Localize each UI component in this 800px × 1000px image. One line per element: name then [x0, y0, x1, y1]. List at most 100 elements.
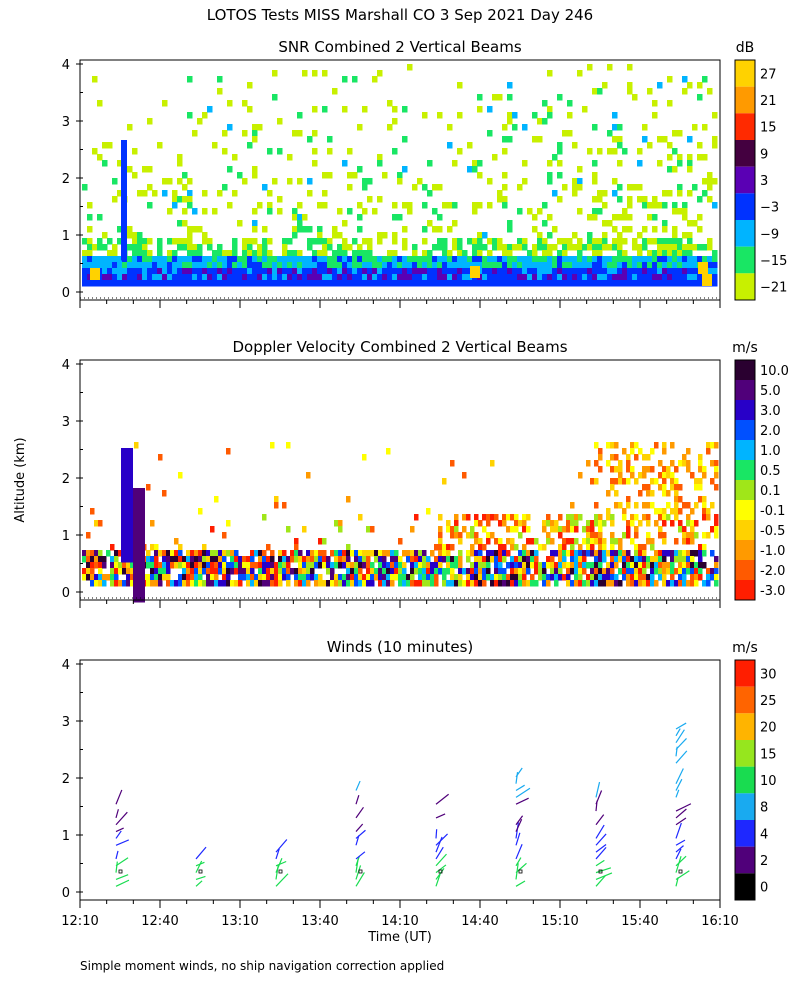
velocity-cell	[522, 556, 527, 563]
velocity-cell	[478, 550, 483, 557]
velocity-cell	[334, 580, 339, 587]
velocity-cell	[158, 574, 163, 581]
velocity-cell	[442, 550, 447, 557]
velocity-cell	[554, 562, 559, 569]
snr-cell	[142, 256, 148, 263]
velocity-cell	[446, 550, 451, 557]
velocity-cell	[254, 580, 259, 587]
snr-cell	[247, 274, 253, 281]
snr-cell	[522, 124, 528, 131]
snr-cell	[552, 154, 558, 161]
velocity-cell	[182, 580, 187, 587]
velocity-cell	[562, 544, 567, 551]
velocity-cell	[618, 472, 623, 479]
snr-cell	[437, 268, 443, 275]
velocity-cell	[574, 574, 579, 581]
velocity-cell	[158, 580, 163, 587]
velocity-cell	[678, 496, 683, 503]
snr-cell	[317, 238, 323, 245]
snr-cell	[112, 244, 118, 251]
velocity-cell	[166, 568, 171, 575]
velocity-cell	[614, 556, 619, 563]
snr-cell	[402, 136, 408, 143]
velocity-cell	[678, 562, 683, 569]
velocity-cell	[226, 550, 231, 557]
velocity-cell	[222, 556, 227, 563]
snr-cell	[127, 268, 133, 275]
velocity-cell	[546, 574, 551, 581]
velocity-cell	[482, 556, 487, 563]
velocity-cell	[426, 556, 431, 563]
velocity-cell	[214, 496, 219, 503]
snr-cell	[407, 268, 413, 275]
snr-cell	[392, 238, 398, 245]
snr-cell	[167, 238, 173, 245]
snr-cell	[332, 274, 338, 281]
velocity-cell	[346, 574, 351, 581]
snr-cell	[87, 244, 93, 251]
velocity-cell	[162, 574, 167, 581]
wind-barbs	[115, 722, 692, 887]
snr-cell	[432, 244, 438, 251]
velocity-cell	[642, 472, 647, 479]
velocity-cell	[714, 472, 719, 479]
snr-cell	[447, 124, 453, 131]
velocity-cell	[602, 538, 607, 545]
snr-cell	[577, 208, 583, 215]
snr-cell	[162, 274, 168, 281]
snr-cell	[397, 214, 403, 221]
snr-cell	[292, 280, 298, 287]
velocity-cell	[586, 520, 591, 527]
snr-cell	[682, 280, 688, 287]
velocity-cell	[121, 490, 133, 497]
velocity-cell	[133, 560, 145, 567]
wind-barb	[675, 789, 680, 798]
snr-cell	[642, 238, 648, 245]
velocity-cell	[590, 532, 595, 539]
snr-cell	[412, 268, 418, 275]
velocity-cell	[133, 536, 145, 543]
velocity-cell	[482, 514, 487, 521]
wind-barb	[675, 855, 687, 867]
velocity-cell	[470, 562, 475, 569]
snr-cell	[342, 250, 348, 257]
velocity-cell	[706, 532, 711, 539]
snr-cell	[407, 256, 413, 263]
snr-cell	[307, 256, 313, 263]
velocity-cell	[526, 538, 531, 545]
velocity-cell	[198, 574, 203, 581]
velocity-cell	[186, 574, 191, 581]
velocity-cell	[594, 502, 599, 509]
velocity-cell	[518, 562, 523, 569]
snr-cell	[692, 262, 698, 269]
velocity-cell	[162, 550, 167, 557]
snr-cell	[122, 280, 128, 287]
snr-cell	[657, 244, 663, 251]
snr-cell	[697, 226, 703, 233]
x-tick-label: 12:10	[61, 914, 98, 929]
x-tick-label: 15:10	[541, 914, 578, 929]
snr-cell	[87, 214, 93, 221]
snr-cell	[697, 154, 703, 161]
snr-cell	[192, 262, 198, 269]
velocity-cell	[298, 550, 303, 557]
velocity-cell	[370, 574, 375, 581]
velocity-cell	[594, 550, 599, 557]
velocity-cell	[634, 568, 639, 575]
velocity-cell	[350, 562, 355, 569]
snr-cell	[92, 262, 98, 269]
snr-cell	[347, 256, 353, 263]
velocity-cell	[506, 514, 511, 521]
snr-cell	[122, 274, 128, 281]
wind-barb	[595, 814, 605, 826]
snr-cell	[357, 124, 363, 131]
snr-cell	[647, 256, 653, 263]
snr-cell	[517, 262, 523, 269]
velocity-cell	[214, 550, 219, 557]
velocity-cell	[566, 550, 571, 557]
snr-cell	[247, 82, 253, 89]
velocity-cell	[618, 568, 623, 575]
snr-cell	[121, 248, 127, 255]
snr-cell	[472, 208, 478, 215]
velocity-cell	[690, 568, 695, 575]
